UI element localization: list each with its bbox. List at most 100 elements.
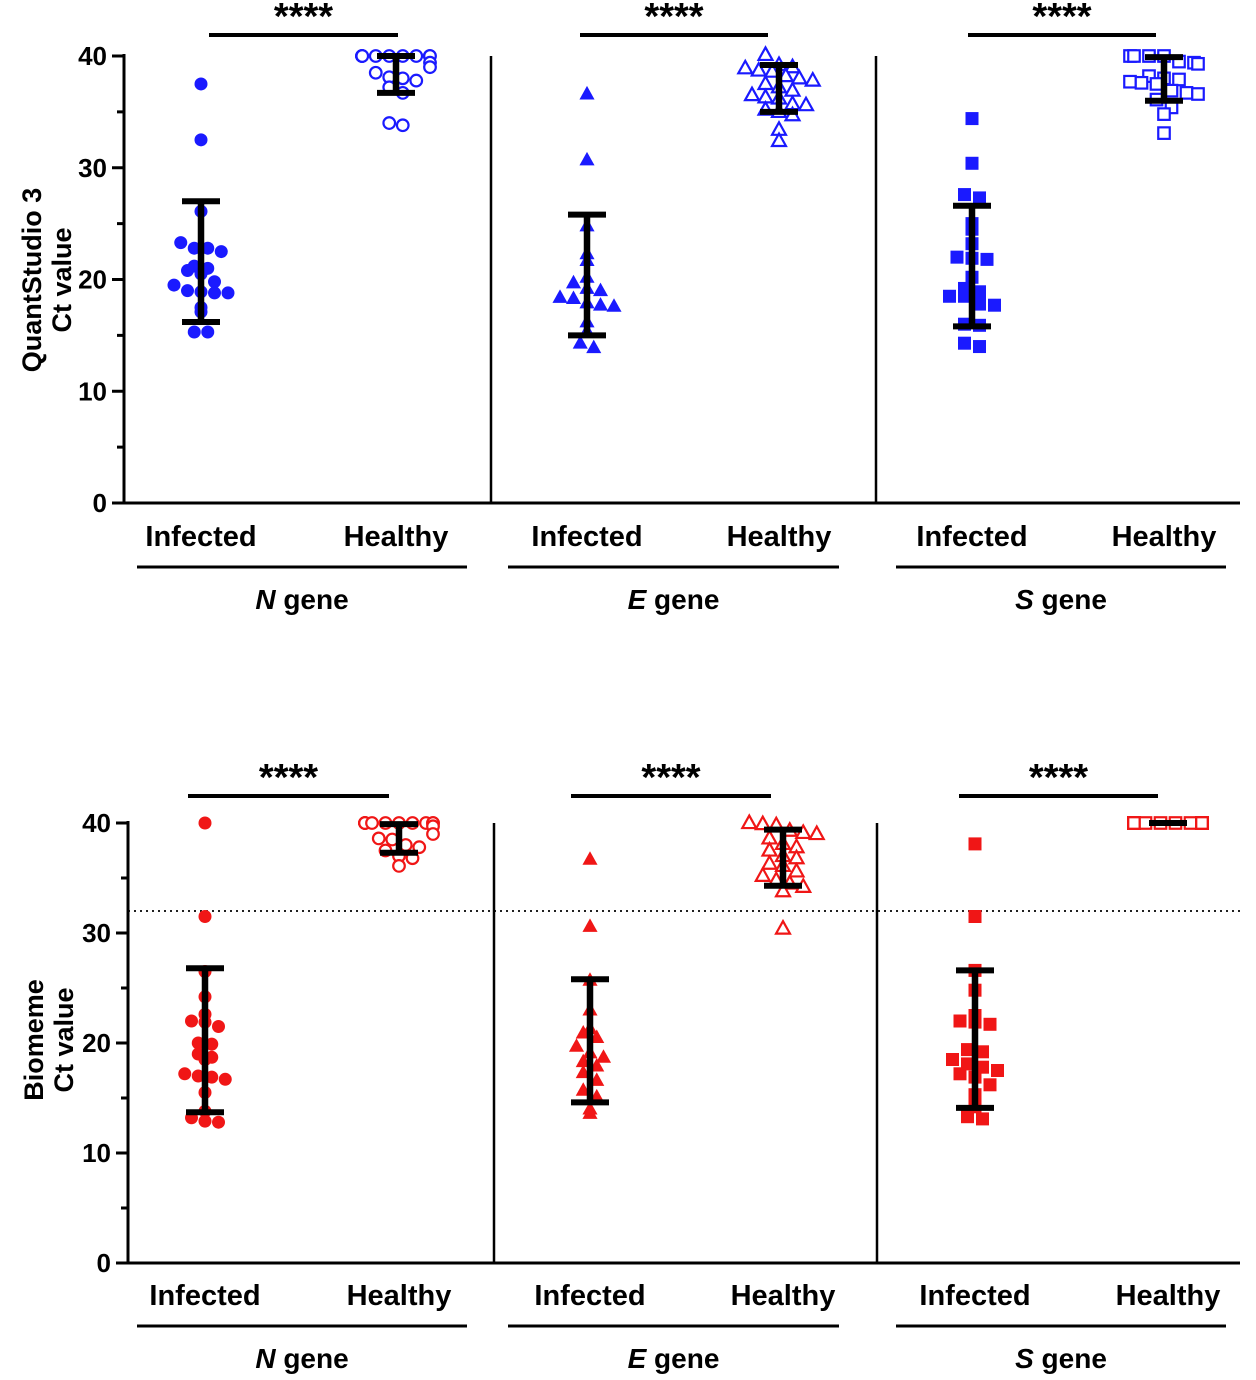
data-point [968, 910, 982, 923]
data-point [787, 861, 806, 878]
data-point [1179, 86, 1194, 100]
data-point [212, 1115, 225, 1129]
data-point [187, 325, 201, 339]
data-point [756, 74, 775, 91]
data-point [572, 335, 588, 349]
y-tick-label: 0 [97, 1248, 111, 1278]
data-point [973, 285, 986, 299]
gene-label: N gene [255, 584, 348, 615]
group-infected [946, 837, 1004, 1126]
y-axis-label-line: QuantStudio 3 [17, 188, 47, 373]
gene-label: E gene [628, 584, 720, 615]
data-point [208, 275, 221, 289]
gene-label: N gene [255, 1343, 348, 1374]
data-point [774, 918, 792, 935]
gene-label: S gene [1015, 1343, 1107, 1374]
significance-label: **** [1029, 757, 1088, 799]
data-point [181, 284, 194, 298]
data-point [760, 854, 779, 870]
y-axis-label-line: Biomeme [19, 979, 49, 1101]
group-infected [568, 851, 612, 1119]
significance-label: **** [259, 757, 318, 799]
data-point [218, 1072, 232, 1086]
group-healthy [736, 45, 822, 148]
data-point [205, 1070, 219, 1084]
data-point [565, 274, 582, 289]
data-point [953, 1014, 967, 1028]
data-point [760, 840, 779, 857]
gene-name: E [628, 584, 648, 615]
y-tick-label: 10 [78, 376, 107, 406]
gene-name: S [1015, 1343, 1034, 1374]
category-label: Healthy [731, 1280, 836, 1312]
data-point [395, 118, 410, 133]
data-point [961, 1110, 974, 1124]
category-label: Healthy [344, 521, 449, 553]
data-point [1164, 83, 1179, 98]
data-point [770, 131, 788, 148]
data-point [743, 85, 761, 102]
data-point [953, 1067, 967, 1081]
data-point [763, 61, 782, 78]
data-point [1172, 72, 1186, 87]
data-point [976, 1112, 989, 1126]
data-point [965, 112, 979, 126]
data-point [776, 66, 795, 83]
chart-biomeme: 0 10 20 30 40 BiomemeCt value **** Infected Heal… [19, 757, 1240, 1374]
data-point [958, 188, 971, 202]
data-point [783, 80, 802, 97]
significance-label: **** [274, 0, 333, 38]
data-point [950, 250, 964, 264]
data-point [753, 814, 772, 831]
gene-suffix: gene [646, 1343, 719, 1374]
group-healthy [1127, 816, 1209, 830]
data-point [790, 68, 809, 85]
group-healthy [358, 816, 440, 873]
category-label: Healthy [1116, 1280, 1221, 1312]
gene-suffix: gene [646, 584, 719, 615]
gene-label: S gene [1015, 584, 1107, 615]
data-point [1157, 126, 1171, 140]
y-axis-label: QuantStudio 3Ct value [17, 188, 77, 373]
data-point [961, 1057, 974, 1071]
data-point [1195, 816, 1209, 830]
gene-suffix: gene [276, 1343, 349, 1374]
gene-name: E [628, 1343, 648, 1374]
data-point [958, 336, 971, 350]
data-point [382, 116, 397, 130]
data-point [980, 252, 994, 266]
data-point [592, 282, 609, 297]
y-tick-label: 20 [82, 1028, 111, 1058]
data-point [1191, 87, 1205, 101]
data-point [1134, 75, 1149, 90]
data-point [797, 95, 815, 112]
data-point [181, 264, 194, 278]
data-point [973, 191, 986, 205]
group-infected [178, 816, 232, 1129]
data-point [426, 827, 440, 841]
data-point [961, 1043, 974, 1057]
panel-E-gene: **** Infected Healthy E gene [508, 757, 839, 1374]
data-point [365, 816, 379, 830]
y-axis-label-line: Ct value [49, 987, 79, 1092]
data-point [191, 1069, 205, 1083]
data-point [409, 73, 424, 88]
group-infected [943, 112, 1001, 354]
y-tick-label: 20 [78, 265, 107, 295]
data-point [582, 851, 598, 865]
data-point [988, 298, 1001, 312]
data-point [740, 813, 759, 830]
data-point [221, 286, 235, 300]
data-point [167, 278, 181, 292]
data-point [753, 866, 772, 882]
data-point [1123, 74, 1137, 89]
data-point [187, 241, 201, 255]
data-point [355, 49, 370, 63]
gene-name: N [255, 1343, 276, 1374]
data-point [392, 859, 406, 873]
panel-N-gene: **** Infected Healthy N gene [137, 0, 467, 615]
data-point [976, 1060, 989, 1074]
data-point [423, 60, 437, 75]
gene-label: E gene [628, 1343, 720, 1374]
